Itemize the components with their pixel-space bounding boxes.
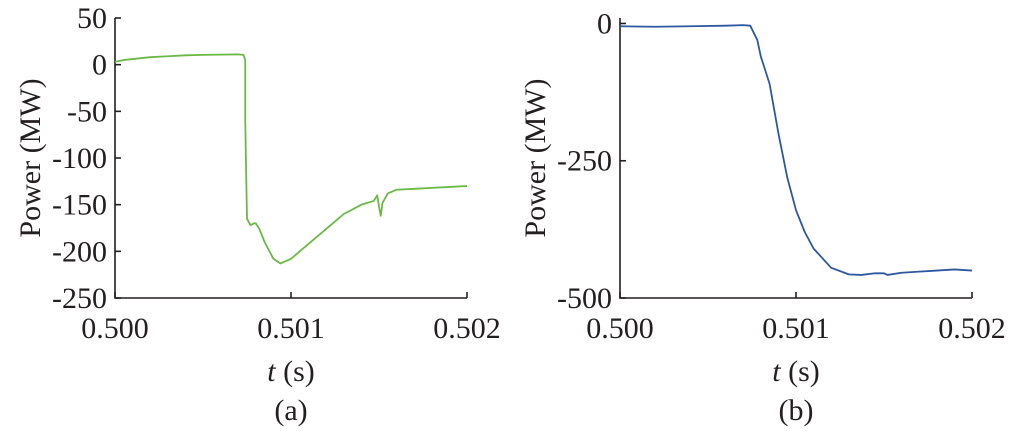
x-axis-label-variable: t	[772, 355, 781, 388]
y-axis-ticks: 50 0 -50 -100 -150 -200 -250	[52, 2, 121, 315]
y-tick-label: -250	[557, 145, 612, 178]
y-axis-ticks: 0 -250 -500	[557, 7, 626, 315]
x-tick-label: 0.500	[586, 312, 654, 345]
x-axis-label-unit: (s)	[276, 355, 315, 388]
x-axis-label: t (s)	[772, 355, 820, 388]
x-axis-label-variable: t	[267, 355, 276, 388]
x-tick-label: 0.500	[81, 312, 149, 345]
y-tick-label: -250	[52, 282, 107, 315]
x-tick-label: 0.501	[762, 312, 830, 345]
x-axis-label: t (s)	[267, 355, 315, 388]
y-tick-label: -150	[52, 189, 107, 222]
axis-frame	[114, 18, 467, 299]
series-line	[619, 24, 973, 276]
y-tick-label: -200	[52, 235, 107, 268]
y-tick-label: -100	[52, 142, 107, 175]
axis-frame	[619, 18, 972, 299]
x-axis-ticks: 0.500 0.501 0.502	[586, 292, 1006, 345]
y-tick-label: -50	[67, 95, 107, 128]
x-tick-label: 0.501	[257, 312, 325, 345]
x-tick-label: 0.502	[433, 312, 501, 345]
y-tick-label: -500	[557, 282, 612, 315]
series-line	[114, 53, 468, 265]
x-axis-ticks: 0.500 0.501 0.502	[81, 292, 501, 345]
x-tick-label: 0.502	[938, 312, 1006, 345]
y-tick-label: 0	[92, 49, 107, 82]
y-tick-label: 0	[597, 7, 612, 40]
panel-label-a: (a)	[274, 394, 307, 427]
y-tick-label: 50	[77, 2, 107, 35]
chart-panel-b: 0 -250 -500 0.500 0.501 0.502 Power (MW) t (…	[519, 7, 1006, 427]
y-axis-label: Power (MW)	[519, 78, 552, 237]
y-axis-label: Power (MW)	[14, 78, 47, 237]
x-axis-label-unit: (s)	[781, 355, 820, 388]
panel-label-b: (b)	[779, 394, 814, 427]
chart-panel-a: 50 0 -50 -100 -150 -200 -250 0.500 0.501 0.502 P…	[14, 2, 501, 427]
